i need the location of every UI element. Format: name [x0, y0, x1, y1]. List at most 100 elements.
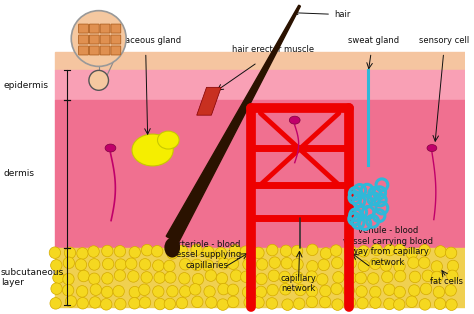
- Circle shape: [269, 257, 281, 268]
- Circle shape: [78, 270, 89, 282]
- Circle shape: [307, 261, 318, 272]
- Circle shape: [114, 270, 126, 281]
- Circle shape: [319, 296, 331, 308]
- Circle shape: [242, 286, 254, 298]
- FancyBboxPatch shape: [90, 46, 99, 55]
- Circle shape: [434, 298, 446, 310]
- Text: hair: hair: [295, 10, 350, 19]
- Circle shape: [318, 259, 329, 271]
- Circle shape: [129, 286, 140, 298]
- Circle shape: [139, 297, 151, 308]
- Circle shape: [393, 299, 405, 310]
- Circle shape: [380, 260, 392, 271]
- FancyBboxPatch shape: [100, 46, 110, 55]
- Circle shape: [71, 11, 126, 66]
- Circle shape: [77, 248, 88, 259]
- Polygon shape: [166, 5, 301, 243]
- Circle shape: [319, 285, 331, 297]
- Circle shape: [266, 244, 278, 256]
- Circle shape: [205, 270, 217, 281]
- Circle shape: [152, 246, 163, 257]
- Circle shape: [419, 245, 430, 256]
- Ellipse shape: [105, 144, 116, 152]
- Circle shape: [90, 284, 101, 295]
- Ellipse shape: [427, 144, 437, 152]
- Circle shape: [370, 286, 381, 298]
- Bar: [55, 248, 465, 307]
- Circle shape: [243, 258, 254, 270]
- Circle shape: [383, 284, 395, 295]
- Circle shape: [101, 245, 113, 257]
- Circle shape: [203, 246, 214, 258]
- Circle shape: [256, 273, 267, 285]
- Circle shape: [49, 247, 61, 258]
- Circle shape: [343, 285, 355, 296]
- Circle shape: [191, 296, 203, 308]
- Circle shape: [406, 248, 418, 259]
- Circle shape: [218, 283, 229, 295]
- Circle shape: [446, 247, 457, 259]
- FancyBboxPatch shape: [90, 24, 99, 33]
- Circle shape: [64, 247, 76, 258]
- Circle shape: [268, 270, 280, 282]
- Circle shape: [358, 260, 370, 272]
- Circle shape: [167, 285, 178, 297]
- Circle shape: [408, 257, 419, 268]
- Ellipse shape: [157, 131, 179, 149]
- FancyBboxPatch shape: [111, 24, 121, 33]
- Text: capillary
network: capillary network: [281, 274, 317, 293]
- Text: dermis: dermis: [4, 170, 35, 178]
- Circle shape: [292, 245, 303, 257]
- Circle shape: [292, 272, 303, 283]
- Circle shape: [51, 260, 62, 271]
- Circle shape: [409, 285, 420, 296]
- Circle shape: [240, 271, 252, 283]
- Circle shape: [88, 246, 100, 257]
- Circle shape: [355, 272, 366, 284]
- Text: epidermis: epidermis: [4, 81, 49, 90]
- Circle shape: [431, 261, 443, 272]
- Circle shape: [192, 273, 204, 285]
- Circle shape: [89, 273, 100, 284]
- Text: venule - blood
vessel carrying blood
away from capillary
network: venule - blood vessel carrying blood awa…: [343, 226, 433, 267]
- Circle shape: [445, 284, 456, 296]
- Circle shape: [138, 284, 150, 295]
- Circle shape: [306, 285, 318, 297]
- Circle shape: [345, 272, 356, 284]
- FancyBboxPatch shape: [90, 35, 99, 44]
- Circle shape: [164, 272, 176, 283]
- Polygon shape: [197, 87, 221, 115]
- FancyBboxPatch shape: [79, 24, 89, 33]
- Circle shape: [255, 286, 266, 298]
- Circle shape: [431, 271, 443, 283]
- Circle shape: [279, 271, 291, 283]
- Circle shape: [306, 271, 318, 282]
- Circle shape: [216, 273, 228, 284]
- Circle shape: [306, 296, 318, 308]
- Circle shape: [63, 257, 74, 268]
- Circle shape: [267, 284, 278, 296]
- Circle shape: [180, 286, 191, 297]
- Text: fat cells: fat cells: [430, 278, 463, 286]
- Circle shape: [167, 247, 178, 259]
- Circle shape: [419, 299, 430, 310]
- Circle shape: [371, 244, 383, 256]
- Circle shape: [65, 296, 77, 307]
- Circle shape: [370, 258, 381, 270]
- FancyBboxPatch shape: [79, 35, 89, 44]
- Circle shape: [153, 286, 164, 297]
- Circle shape: [345, 297, 356, 308]
- Circle shape: [50, 298, 61, 309]
- Circle shape: [447, 260, 459, 272]
- Circle shape: [240, 246, 252, 257]
- FancyBboxPatch shape: [100, 35, 110, 44]
- Circle shape: [126, 258, 137, 269]
- Circle shape: [282, 299, 293, 311]
- Circle shape: [295, 284, 306, 296]
- Text: sweat gland: sweat gland: [347, 35, 399, 45]
- Circle shape: [253, 297, 264, 308]
- Circle shape: [164, 260, 175, 272]
- Circle shape: [228, 296, 239, 308]
- Text: hair erector muscle: hair erector muscle: [232, 46, 314, 54]
- Circle shape: [153, 260, 164, 271]
